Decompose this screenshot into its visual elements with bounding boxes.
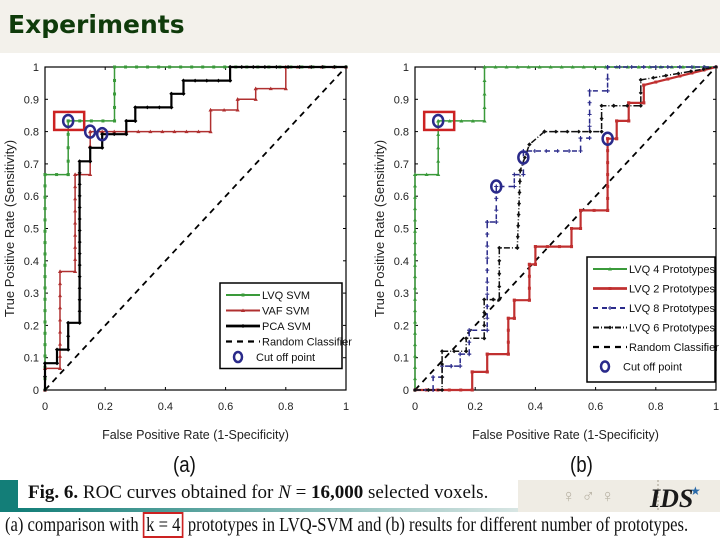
x-tick-label: 0.6 <box>218 401 233 413</box>
y-tick-label: 0.7 <box>24 159 39 171</box>
legend-item: LVQ 8 Prototypes <box>629 303 716 315</box>
y-tick-label: 0 <box>33 385 39 397</box>
ids-logo: IDS <box>650 484 694 513</box>
k-highlight-box: k = 4 <box>142 512 184 538</box>
legend-item: Random Classifier <box>629 342 719 354</box>
panel-label-a: (a) <box>173 452 196 477</box>
cutoff-point-marker <box>517 150 530 165</box>
legend-item: Random Classifier <box>262 337 352 349</box>
cutoff-point-marker <box>601 131 614 146</box>
y-tick-label: 0.2 <box>24 320 39 332</box>
x-axis-label: False Positive Rate (1-Specificity) <box>472 428 659 442</box>
y-tick-label: 1 <box>403 62 409 74</box>
caption-line-1: Fig. 6. ROC curves obtained for N = 16,0… <box>24 482 493 508</box>
x-tick-label: 0.8 <box>278 401 293 413</box>
caption-var: N <box>278 482 291 503</box>
legend-item: LVQ 4 Prototypes <box>629 264 716 276</box>
caption-fig-label: Fig. 6. <box>28 482 79 503</box>
logo-divider <box>657 480 661 510</box>
caption-end: selected voxels. <box>363 482 489 503</box>
y-axis-label: True Positive Rate (Sensitivity) <box>372 140 387 317</box>
highlight-box <box>422 110 456 132</box>
x-tick-label: 0.4 <box>528 401 543 413</box>
x-axis-label: False Positive Rate (1-Specificity) <box>102 428 289 442</box>
y-axis-label: True Positive Rate (Sensitivity) <box>2 140 17 317</box>
y-tick-label: 0.1 <box>24 353 39 365</box>
cutoff-point-marker <box>83 124 97 139</box>
series-lvq-2-prototypes <box>413 65 718 392</box>
y-tick-label: 0.4 <box>394 256 409 268</box>
x-tick-label: 0.4 <box>158 401 173 413</box>
y-tick-label: 0.9 <box>394 94 409 106</box>
cutoff-point-marker <box>490 179 503 194</box>
caption-line-2: (a) comparison with k = 4 prototypes in … <box>0 512 720 540</box>
logo-area <box>518 480 720 514</box>
legend-item: VAF SVM <box>262 306 309 318</box>
y-tick-label: 0 <box>403 385 409 397</box>
teal-accent-stripe <box>18 508 558 514</box>
y-tick-label: 0.8 <box>24 127 39 139</box>
x-tick-label: 0 <box>412 401 418 413</box>
y-tick-label: 0.7 <box>394 159 409 171</box>
caption-line2-post: prototypes in LVQ-SVM and (b) results fo… <box>183 514 689 536</box>
title-bar: Experiments <box>0 0 720 53</box>
x-tick-label: 0.2 <box>98 401 113 413</box>
decorative-figures-icon: ♀♂♀ <box>562 486 621 506</box>
roc-chart-a: 0 0.1 0.2 0.3 0.4 0.5 0.6 0.7 0.8 0.9 1 0 0.2 0.4 0.6 0… <box>2 62 352 442</box>
y-tick-label: 0.9 <box>24 94 39 106</box>
legend-item: LVQ SVM <box>262 290 310 302</box>
y-tick-label: 0.6 <box>24 191 39 203</box>
y-tick-label: 0.3 <box>394 288 409 300</box>
x-tick-label: 1 <box>713 401 719 413</box>
logo-star-icon: ★ <box>690 484 701 498</box>
legend-item: Cut off point <box>256 352 315 364</box>
y-tick-label: 0.1 <box>394 353 409 365</box>
y-tick-label: 0.4 <box>24 256 39 268</box>
panel-label-b: (b) <box>570 452 593 477</box>
y-tick-label: 0.5 <box>394 224 409 236</box>
legend: LVQ 4 Prototypes LVQ 2 Prototypes LVQ 8 Pr… <box>586 256 719 383</box>
cutoff-point-marker <box>61 113 75 129</box>
x-tick-label: 1 <box>343 401 349 413</box>
y-tick-label: 0.8 <box>394 127 409 139</box>
series-pca-svm <box>43 65 348 392</box>
series-random-classifier <box>414 66 717 391</box>
caption-number: 16,000 <box>311 482 364 503</box>
legend-item: LVQ 6 Prototypes <box>629 323 716 335</box>
cutoff-point-marker <box>95 126 109 142</box>
y-tick-label: 0.2 <box>394 320 409 332</box>
legend-item: LVQ 2 Prototypes <box>629 284 716 296</box>
x-tick-label: 0.8 <box>648 401 663 413</box>
x-tick-label: 0.6 <box>588 401 603 413</box>
y-tick-label: 0.6 <box>394 191 409 203</box>
legend-item: PCA SVM <box>262 321 311 333</box>
x-tick-label: 0.2 <box>468 401 483 413</box>
y-tick-label: 1 <box>33 62 39 74</box>
caption-line2-pre: (a) comparison with <box>4 514 143 536</box>
x-tick-label: 0 <box>42 401 48 413</box>
roc-chart-b: 0 0.1 0.2 0.3 0.4 0.5 0.6 0.7 0.8 0.9 1 0 0.2 0.4 0.6 0… <box>372 62 719 442</box>
series-lvq-6-prototypes <box>413 65 718 392</box>
y-tick-label: 0.3 <box>24 288 39 300</box>
caption-eq: = <box>290 482 312 503</box>
series-random-classifier <box>44 66 347 391</box>
legend-item: Cut off point <box>623 362 682 374</box>
y-tick-label: 0.5 <box>24 224 39 236</box>
cutoff-point-marker <box>431 113 445 129</box>
caption-text: ROC curves obtained for <box>78 482 279 503</box>
legend: LVQ SVM VAF SVM PCA SVM Random Classifier Cu… <box>219 282 352 370</box>
slide-title: Experiments <box>8 10 185 39</box>
highlight-box <box>52 110 86 132</box>
